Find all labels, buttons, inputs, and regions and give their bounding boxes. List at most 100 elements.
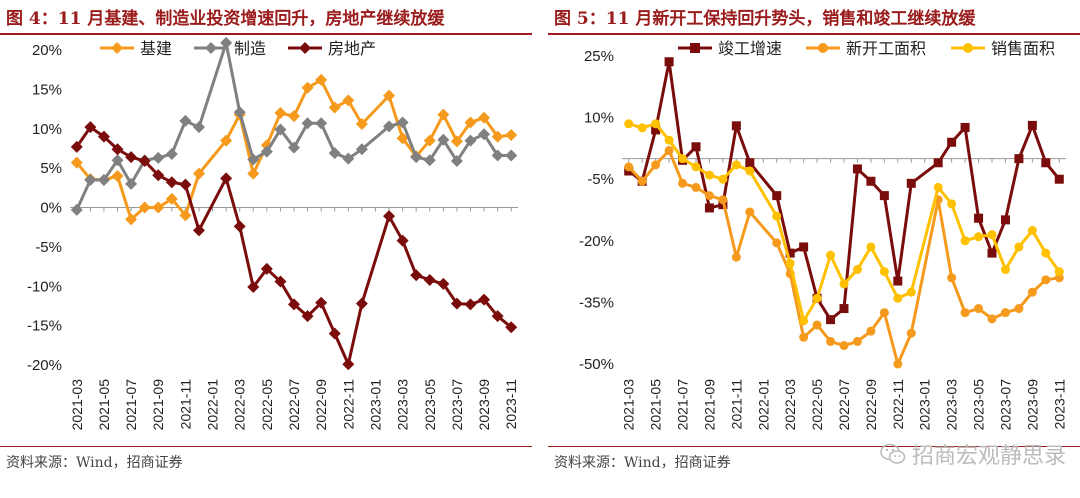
left-data-point [152,151,165,164]
right-data-point [691,162,701,172]
right-data-point [704,191,714,201]
left-line-chart: -20% -15% -10% -5% 0% 5% 10% 15% 20% 2021-03 2021-… [27,36,519,431]
left-data-point [165,176,178,189]
right-legend-marker [818,43,828,53]
right-data-point [718,195,728,205]
left-data-point [192,121,205,134]
right-data-point [745,158,755,168]
right-data-point [987,314,997,324]
right-ytick-label: 10% [584,110,614,127]
right-data-point [852,336,862,346]
right-data-point [745,207,755,217]
left-data-point [478,128,491,141]
left-data-point [97,173,110,186]
left-data-point [274,123,287,136]
right-series-3 [624,119,1064,326]
right-xtick-label: 2021-03 [621,379,637,431]
left-data-point [423,273,436,286]
right-data-point [812,293,822,303]
left-data-point [247,153,260,166]
right-data-point [799,332,809,342]
right-data-point [1041,275,1051,285]
right-data-point [637,123,647,133]
left-data-point [383,120,396,133]
left-series-3 [70,121,518,371]
right-xtick-label: 2023-09 [1024,379,1040,431]
left-data-point [233,220,246,233]
right-data-point [664,145,674,155]
right-legend-item: 新开工面积 [806,39,926,58]
right-data-point [1027,226,1037,236]
left-data-point [70,140,83,153]
right-data-point [785,248,795,258]
left-data-point [450,297,463,310]
left-xtick-label: 2023-07 [449,379,465,431]
left-legend-label: 房地产 [328,39,376,58]
right-data-point [960,122,970,132]
left-data-point [274,275,287,288]
left-figure-panel: 图 4：11 月基建、制造业投资增速回升，房地产继续放缓 -20% -15% -10… [0,0,532,498]
right-ytick-label: -20% [579,233,614,250]
right-data-point [1014,242,1024,252]
right-data-point [704,203,714,213]
left-source-rule [0,446,532,447]
right-data-point [718,174,728,184]
right-ytick-label: -50% [579,356,614,373]
right-source-note: 资料来源：Wind，招商证券 [554,455,731,471]
left-data-point [342,358,355,371]
right-xtick-label: 2021-07 [675,379,691,431]
left-data-point [165,147,178,160]
right-xtick-label: 2022-11 [890,379,906,430]
right-data-point [1000,215,1010,225]
right-data-point [960,236,970,246]
left-data-point [138,201,151,214]
right-data-point [678,178,688,188]
right-data-point [624,119,634,129]
left-data-point [464,116,477,129]
left-data-point [97,130,110,143]
right-legend-marker [690,43,700,53]
right-data-point [974,213,984,223]
right-data-point [691,142,701,152]
right-xtick-label: 2023-01 [917,379,933,431]
right-data-point [866,242,876,252]
left-xtick-label: 2022-09 [313,379,329,431]
left-data-point [328,327,341,340]
right-data-point [731,160,741,170]
left-legend-item: 制造 [194,39,266,58]
left-legend-marker [111,42,123,54]
left-data-point [355,143,368,156]
left-data-point [220,36,233,49]
left-data-point [220,172,233,185]
left-ytick-label: -5% [35,239,62,256]
right-data-point [1054,273,1064,283]
left-data-point [328,101,341,114]
left-ytick-label: 0% [40,200,62,217]
left-data-point [138,155,151,168]
left-data-point [274,107,287,119]
left-data-point [315,73,328,86]
right-data-point [839,304,849,314]
right-legend-label: 新开工面积 [846,39,926,58]
right-data-point [1027,287,1037,297]
right-data-point [785,258,795,268]
left-data-point [233,106,246,119]
right-data-point [1000,308,1010,318]
left-data-point [192,224,205,237]
left-legend-marker [205,42,217,54]
left-data-point [491,149,504,162]
right-data-point [947,199,957,209]
right-data-point [893,293,903,303]
left-data-point [410,269,423,282]
left-data-point [179,114,192,127]
right-data-point [704,170,714,180]
left-data-point [315,117,328,130]
right-data-point [1000,265,1010,275]
right-data-point [1054,267,1064,277]
right-data-point [637,176,647,186]
left-xtick-label: 2023-11 [503,379,519,430]
right-data-point [1027,120,1037,130]
left-data-point [247,167,260,180]
right-data-point [852,164,862,174]
right-data-point [879,267,889,277]
